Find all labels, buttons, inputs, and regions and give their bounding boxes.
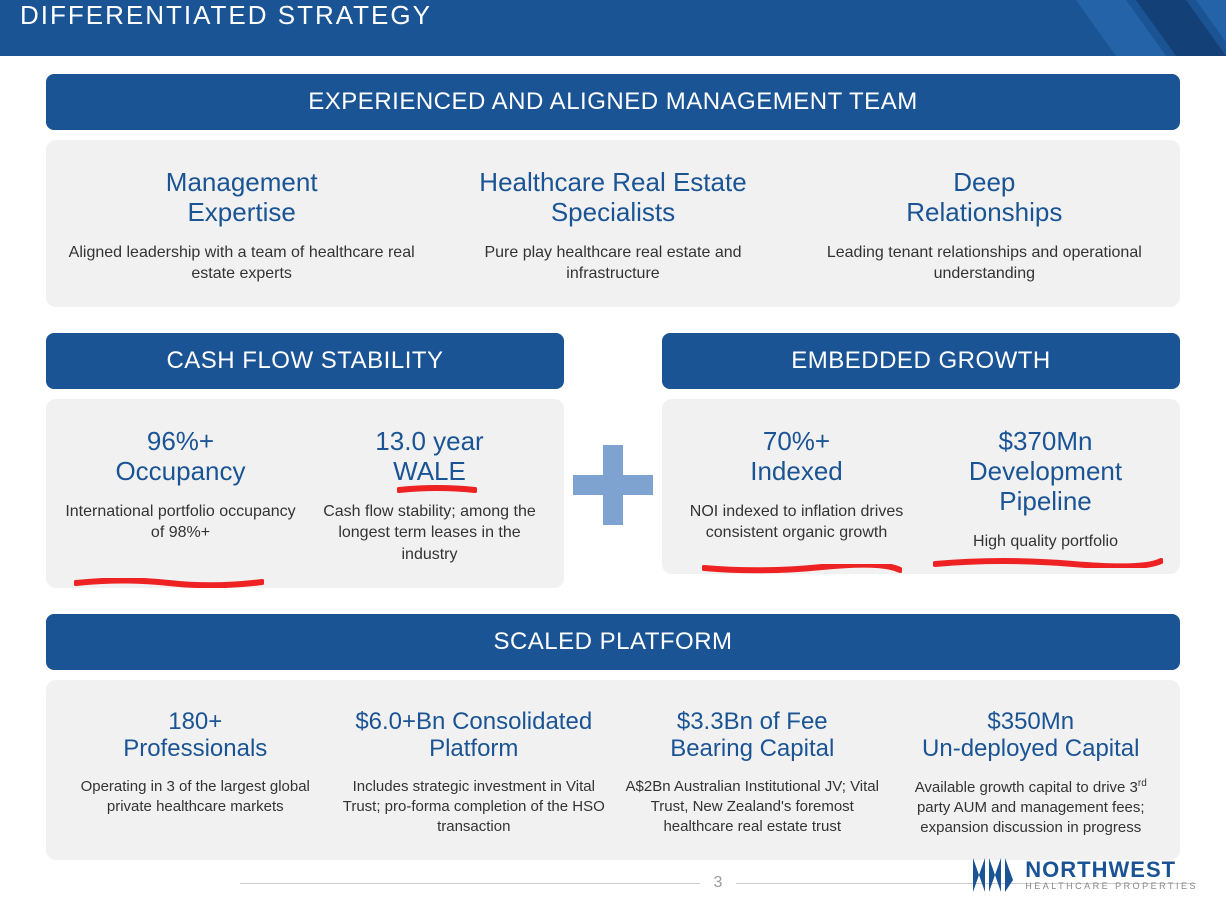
plus-separator bbox=[564, 333, 662, 588]
red-annotation bbox=[74, 578, 264, 588]
mgmt-item: Deep Relationships Leading tenant relati… bbox=[799, 168, 1170, 285]
mgmt-item-desc: Aligned leadership with a team of health… bbox=[66, 242, 417, 285]
logo-mark-icon bbox=[971, 852, 1015, 896]
growth-item-desc: NOI indexed to inflation drives consiste… bbox=[680, 501, 913, 544]
slide-content: EXPERIENCED AND ALIGNED MANAGEMENT TEAM … bbox=[0, 56, 1226, 860]
mgmt-item-title: Deep Relationships bbox=[809, 168, 1160, 228]
growth-column: EMBEDDED GROWTH 70%+ Indexed NOI indexed… bbox=[662, 333, 1180, 588]
logo-subtitle: HEALTHCARE PROPERTIES bbox=[1025, 881, 1198, 891]
growth-header: EMBEDDED GROWTH bbox=[662, 333, 1180, 389]
mgmt-item: Healthcare Real Estate Specialists Pure … bbox=[427, 168, 798, 285]
management-panel: Management Expertise Aligned leadership … bbox=[46, 140, 1180, 307]
platform-item-desc: Operating in 3 of the largest global pri… bbox=[64, 777, 327, 818]
cashflow-item: 13.0 year WALE Cash flow stability; amon… bbox=[305, 427, 554, 566]
platform-item-desc: A$2Bn Australian Institutional JV; Vital… bbox=[621, 777, 884, 838]
platform-item-desc: Available growth capital to drive 3rd pa… bbox=[900, 777, 1163, 839]
platform-item-title: $3.3Bn of Fee Bearing Capital bbox=[621, 708, 884, 763]
cashflow-item: 96%+ Occupancy International portfolio o… bbox=[56, 427, 305, 566]
cashflow-header: CASH FLOW STABILITY bbox=[46, 333, 564, 389]
cashflow-item-title: 13.0 year WALE bbox=[313, 427, 546, 487]
growth-item: 70%+ Indexed NOI indexed to inflation dr… bbox=[672, 427, 921, 552]
platform-item: $3.3Bn of Fee Bearing Capital A$2Bn Aust… bbox=[613, 708, 892, 839]
slide-title: DIFFERENTIATED STRATEGY bbox=[20, 0, 432, 30]
growth-panel: 70%+ Indexed NOI indexed to inflation dr… bbox=[662, 399, 1180, 574]
footer-rule bbox=[240, 883, 700, 884]
two-column-row: CASH FLOW STABILITY 96%+ Occupancy Inter… bbox=[46, 333, 1180, 588]
cash-flow-column: CASH FLOW STABILITY 96%+ Occupancy Inter… bbox=[46, 333, 564, 588]
platform-item-desc: Includes strategic investment in Vital T… bbox=[343, 777, 606, 838]
platform-panel: 180+ Professionals Operating in 3 of the… bbox=[46, 680, 1180, 861]
platform-item: $6.0+Bn Consolidated Platform Includes s… bbox=[335, 708, 614, 839]
growth-item-title: $370Mn Development Pipeline bbox=[929, 427, 1162, 517]
page-number: 3 bbox=[700, 874, 737, 892]
platform-item: $350Mn Un-deployed Capital Available gro… bbox=[892, 708, 1171, 839]
platform-item-title: 180+ Professionals bbox=[64, 708, 327, 763]
growth-item-desc: High quality portfolio bbox=[929, 531, 1162, 553]
cashflow-panel: 96%+ Occupancy International portfolio o… bbox=[46, 399, 564, 588]
company-logo: NORTHWEST HEALTHCARE PROPERTIES bbox=[971, 852, 1198, 896]
platform-item-title: $350Mn Un-deployed Capital bbox=[900, 708, 1163, 763]
growth-item: $370Mn Development Pipeline High quality… bbox=[921, 427, 1170, 552]
growth-item-title: 70%+ Indexed bbox=[680, 427, 913, 487]
cashflow-item-desc: Cash flow stability; among the longest t… bbox=[313, 501, 546, 566]
red-annotation bbox=[933, 558, 1163, 568]
mgmt-item-title: Management Expertise bbox=[66, 168, 417, 228]
mgmt-item: Management Expertise Aligned leadership … bbox=[56, 168, 427, 285]
cashflow-item-title: 96%+ Occupancy bbox=[64, 427, 297, 487]
mgmt-item-desc: Pure play healthcare real estate and inf… bbox=[437, 242, 788, 285]
cashflow-item-desc: International portfolio occupancy of 98%… bbox=[64, 501, 297, 544]
slide-title-bar: DIFFERENTIATED STRATEGY bbox=[0, 0, 1226, 56]
logo-name: NORTHWEST bbox=[1025, 857, 1198, 883]
platform-item-title: $6.0+Bn Consolidated Platform bbox=[343, 708, 606, 763]
mgmt-item-desc: Leading tenant relationships and operati… bbox=[809, 242, 1160, 285]
mgmt-item-title: Healthcare Real Estate Specialists bbox=[437, 168, 788, 228]
title-decor bbox=[1046, 0, 1226, 56]
red-annotation bbox=[702, 564, 902, 574]
management-header: EXPERIENCED AND ALIGNED MANAGEMENT TEAM bbox=[46, 74, 1180, 130]
platform-header: SCALED PLATFORM bbox=[46, 614, 1180, 670]
plus-icon bbox=[573, 445, 653, 525]
platform-item: 180+ Professionals Operating in 3 of the… bbox=[56, 708, 335, 839]
